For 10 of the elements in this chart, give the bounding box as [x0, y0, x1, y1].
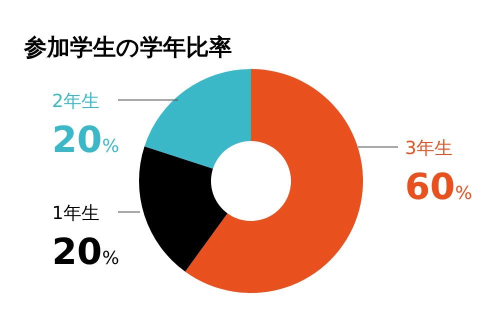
donut-slice	[185, 69, 363, 293]
donut-slice	[144, 69, 251, 169]
chart-title: 参加学生の学年比率	[23, 34, 232, 61]
slice-label: 2年生	[52, 91, 100, 112]
data-label: 60%	[405, 167, 472, 208]
donut-slice	[139, 146, 228, 272]
data-label: 20%	[52, 120, 120, 161]
slice-label: 3年生	[405, 138, 452, 159]
data-label: 20%	[52, 232, 120, 273]
slice-label: 1年生	[52, 203, 100, 224]
